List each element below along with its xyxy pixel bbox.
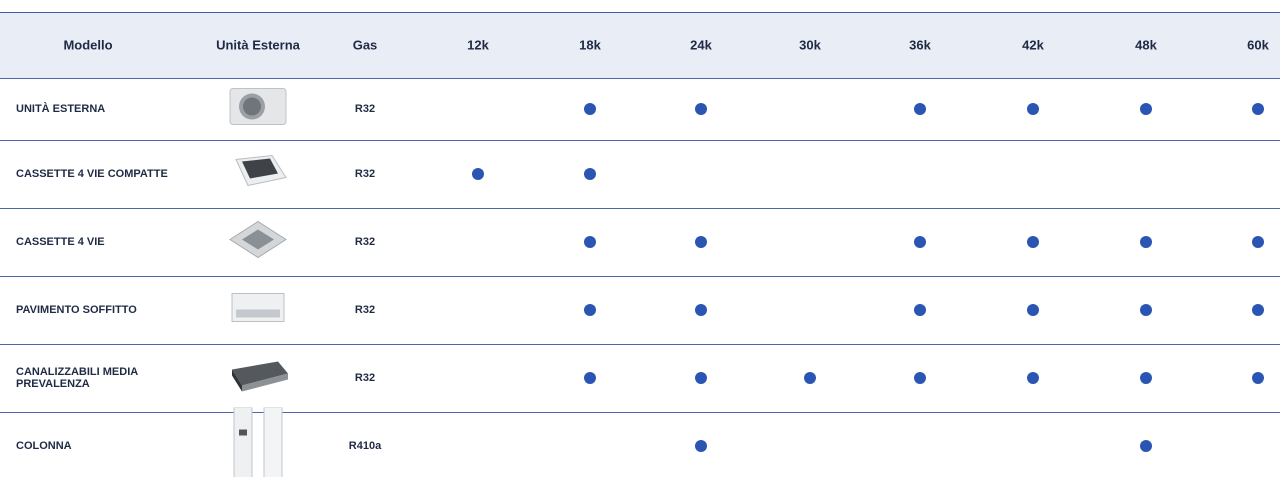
availability-dot [1140, 304, 1152, 316]
product-icon [228, 152, 288, 192]
availability-dot [804, 372, 816, 384]
availability-dot [914, 304, 926, 316]
model-name: CASSETTE 4 VIE [16, 236, 168, 248]
availability-dot [914, 236, 926, 248]
availability-dot [695, 236, 707, 248]
availability-dot [1027, 372, 1039, 384]
column-header: Modello [63, 38, 112, 53]
column-header: Gas [353, 38, 378, 53]
availability-dot [472, 168, 484, 180]
availability-dot [695, 440, 707, 452]
gas-type: R32 [355, 304, 375, 316]
product-image [228, 356, 288, 401]
availability-dot [695, 103, 707, 115]
product-image [228, 288, 288, 333]
column-header: 12k [467, 38, 489, 53]
gas-type: R410a [349, 440, 381, 452]
product-icon [228, 220, 288, 260]
availability-dot [1140, 440, 1152, 452]
availability-dot [1140, 103, 1152, 115]
gas-type: R32 [355, 168, 375, 180]
availability-dot [914, 103, 926, 115]
column-header: 48k [1135, 38, 1157, 53]
gas-type: R32 [355, 236, 375, 248]
product-table: Modello Unità Esterna Gas 12k 18k 24k 30k 36k 42… [0, 0, 1280, 477]
row-divider [0, 140, 1280, 141]
column-header: 36k [909, 38, 931, 53]
availability-dot [695, 304, 707, 316]
product-icon [228, 356, 288, 396]
row-divider [0, 344, 1280, 345]
availability-dot [1027, 304, 1039, 316]
availability-dot [1252, 304, 1264, 316]
product-image [228, 407, 288, 477]
availability-dot [1140, 236, 1152, 248]
column-header: 24k [690, 38, 712, 53]
availability-dot [584, 304, 596, 316]
row-divider [0, 412, 1280, 413]
gas-type: R32 [355, 372, 375, 384]
availability-dot [1027, 103, 1039, 115]
product-image [228, 87, 288, 132]
row-divider [0, 78, 1280, 79]
model-name: PAVIMENTO SOFFITTO [16, 304, 168, 316]
availability-dot [584, 103, 596, 115]
row-divider [0, 276, 1280, 277]
availability-dot [1252, 372, 1264, 384]
availability-dot [584, 236, 596, 248]
gas-type: R32 [355, 103, 375, 115]
header-band [0, 12, 1280, 78]
availability-dot [1140, 372, 1152, 384]
availability-dot [584, 372, 596, 384]
availability-dot [584, 168, 596, 180]
column-header: 42k [1022, 38, 1044, 53]
model-name: COLONNA [16, 440, 168, 452]
product-image [228, 152, 288, 197]
availability-dot [1252, 236, 1264, 248]
column-header: 30k [799, 38, 821, 53]
availability-dot [695, 372, 707, 384]
availability-dot [1027, 236, 1039, 248]
product-icon [228, 87, 288, 127]
availability-dot [914, 372, 926, 384]
product-image [228, 220, 288, 265]
column-header: Unità Esterna [216, 38, 300, 53]
product-icon [228, 288, 288, 328]
model-name: UNITÀ ESTERNA [16, 103, 168, 115]
model-name: CANALIZZABILI MEDIA PREVALENZA [16, 366, 168, 390]
column-header: 18k [579, 38, 601, 53]
model-name: CASSETTE 4 VIE COMPATTE [16, 168, 168, 180]
availability-dot [1252, 103, 1264, 115]
row-divider [0, 208, 1280, 209]
product-icon [228, 407, 288, 477]
column-header: 60k [1247, 38, 1269, 53]
